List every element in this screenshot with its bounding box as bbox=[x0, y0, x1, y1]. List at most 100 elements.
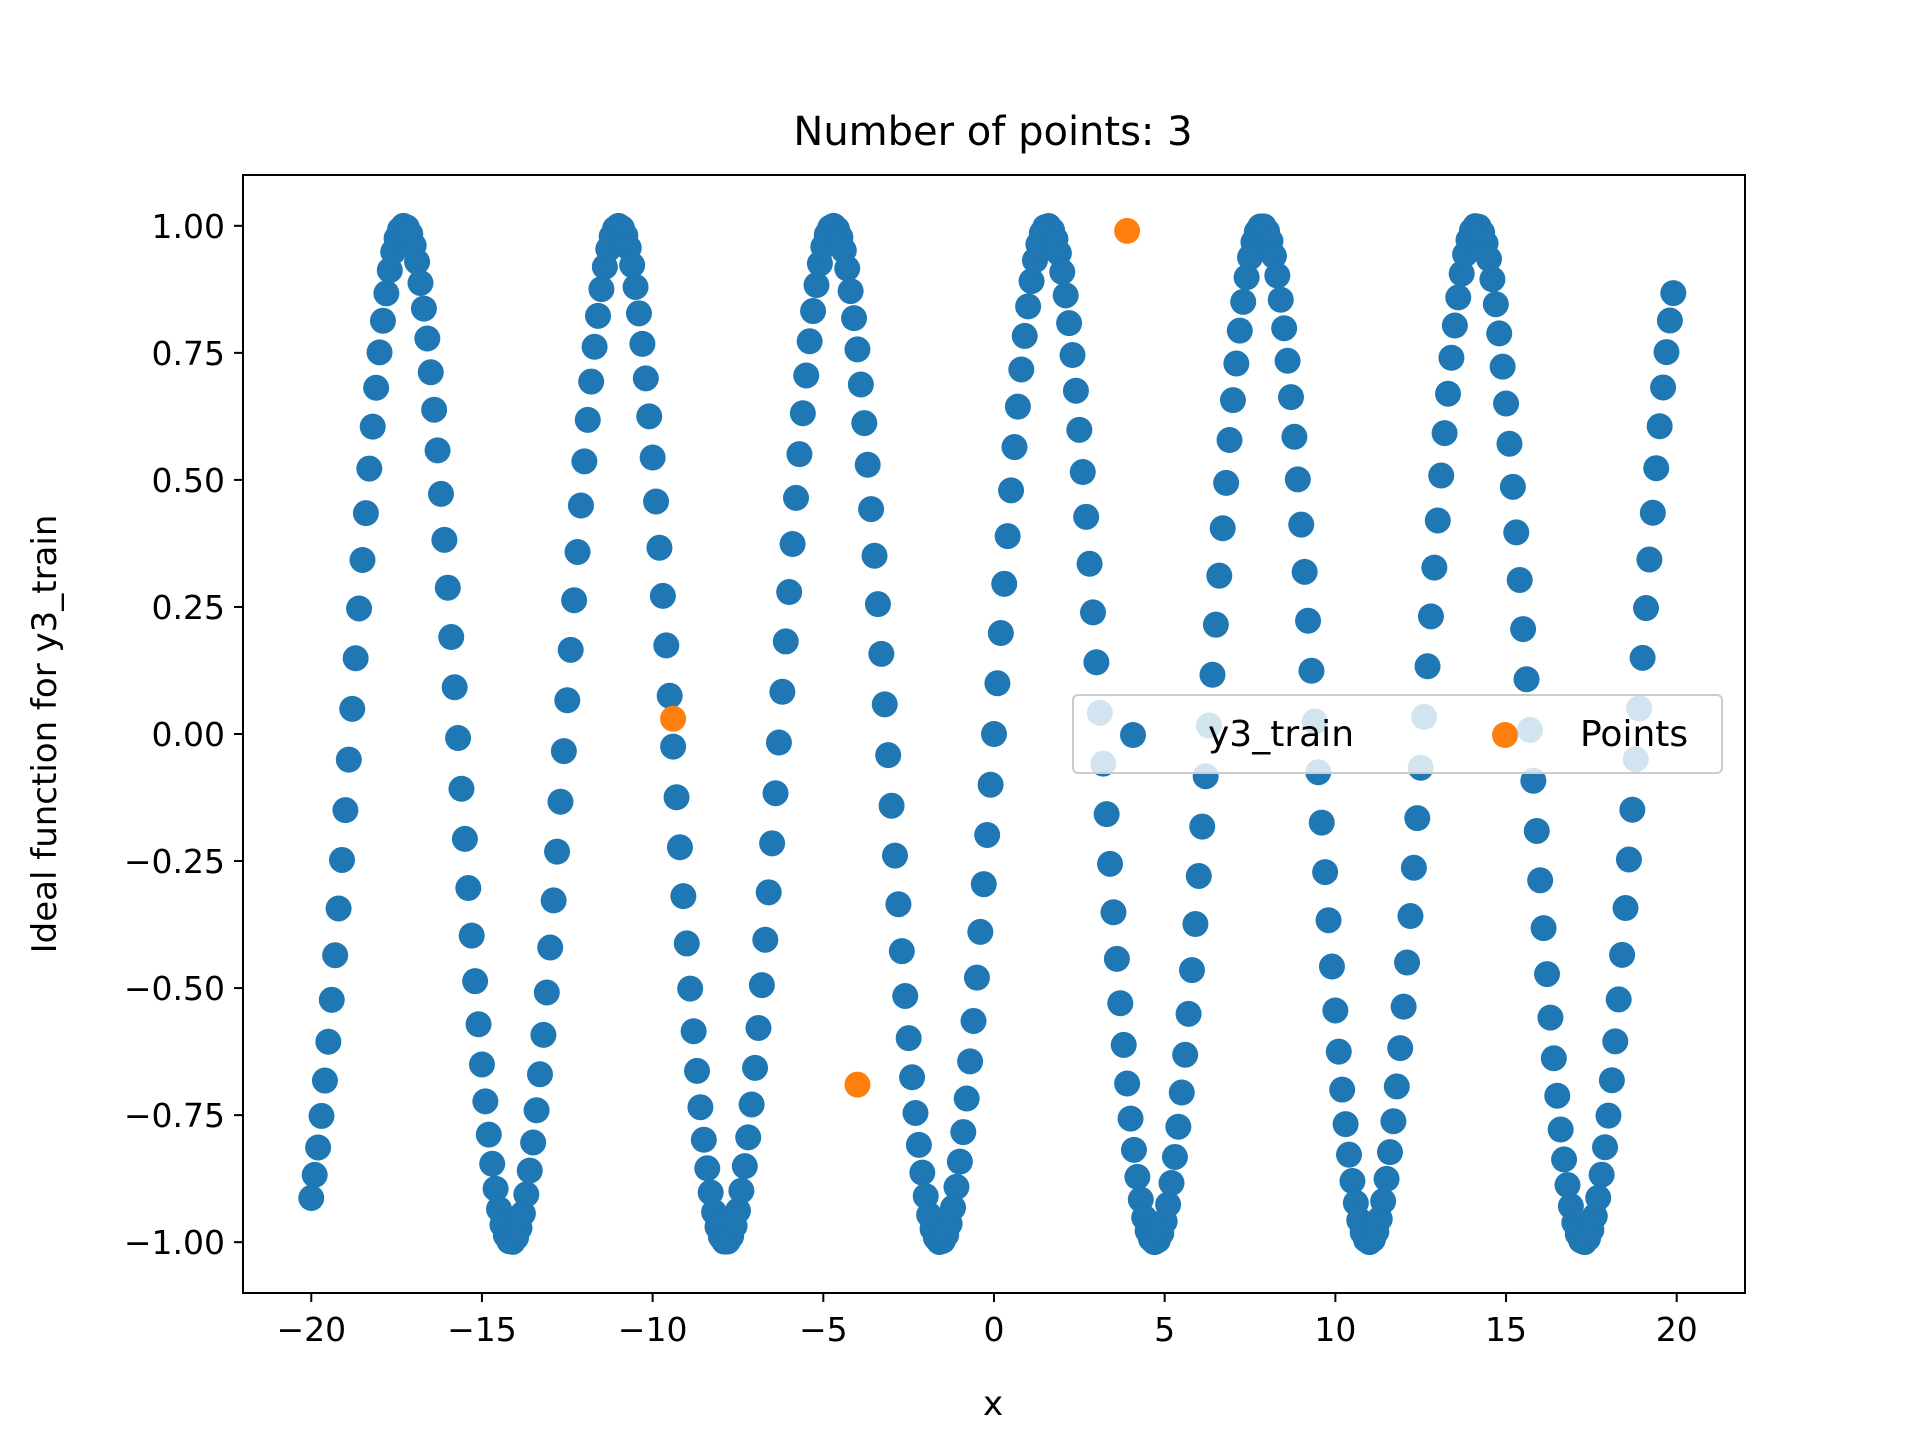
y3-train-point bbox=[1073, 503, 1100, 530]
y3-train-point bbox=[1008, 356, 1035, 383]
y3-train-point bbox=[728, 1177, 755, 1204]
y3-train-point bbox=[687, 1094, 714, 1121]
y3-train-point bbox=[1052, 282, 1079, 309]
y3-train-point bbox=[868, 640, 895, 667]
y3-train-point bbox=[1585, 1184, 1612, 1211]
y3-train-point bbox=[690, 1126, 717, 1153]
y3-train-point bbox=[417, 359, 444, 386]
y3-train-point bbox=[888, 938, 915, 965]
y3-train-point bbox=[1284, 466, 1311, 493]
y3-train-point bbox=[574, 406, 601, 433]
y3-train-point bbox=[366, 339, 393, 366]
y3-train-point bbox=[1260, 242, 1287, 269]
y3-train-point bbox=[1185, 862, 1212, 889]
y3-train-point bbox=[793, 362, 820, 389]
y3-train-point bbox=[632, 365, 659, 392]
y3-train-point bbox=[1448, 260, 1475, 287]
x-tick-label: −10 bbox=[618, 1310, 688, 1349]
y3-train-point bbox=[407, 269, 434, 296]
y3-train-point bbox=[803, 272, 830, 299]
y3-train-point bbox=[1312, 859, 1339, 886]
y3-train-point bbox=[789, 400, 816, 427]
y3-train-point bbox=[970, 871, 997, 898]
y3-train-point bbox=[670, 883, 697, 910]
y3-train-point bbox=[1001, 434, 1028, 461]
y3-train-point bbox=[445, 725, 472, 752]
y3-train-point bbox=[431, 526, 458, 553]
y3-train-point bbox=[530, 1021, 557, 1048]
y3-train-point bbox=[1383, 1073, 1410, 1100]
y3-train-point bbox=[1445, 284, 1472, 311]
y3-train-point bbox=[1598, 1067, 1625, 1094]
y3-train-point bbox=[1015, 293, 1042, 320]
legend-label-y3-train: y3_train bbox=[1208, 714, 1354, 755]
y3-train-point bbox=[759, 830, 786, 857]
y3-train-point bbox=[680, 1018, 707, 1045]
y3-train-point bbox=[462, 968, 489, 995]
y3-train-point bbox=[991, 570, 1018, 597]
y3-train-point bbox=[957, 1048, 984, 1075]
y3-train-point bbox=[1656, 307, 1683, 334]
y3-train-point bbox=[885, 891, 912, 918]
y3-train-point bbox=[369, 307, 396, 334]
y3-train-point bbox=[1424, 507, 1451, 534]
y3-train-point bbox=[697, 1179, 724, 1206]
y3-train-point bbox=[1168, 1079, 1195, 1106]
y3-train-point bbox=[847, 371, 874, 398]
y3-train-point bbox=[516, 1157, 543, 1184]
y3-train-point bbox=[475, 1121, 502, 1148]
y3-train-point bbox=[540, 887, 567, 914]
y3-train-point bbox=[571, 448, 598, 475]
y3-train-point bbox=[742, 1054, 769, 1081]
y3-train-point bbox=[448, 775, 475, 802]
y3-train-point bbox=[622, 273, 649, 300]
y3-train-point bbox=[745, 1014, 772, 1041]
y3-train-point bbox=[1172, 1041, 1199, 1068]
y3-train-point bbox=[861, 542, 888, 569]
y3-train-point bbox=[673, 930, 700, 957]
y-tick-label: 0.75 bbox=[152, 334, 225, 373]
y3-train-point bbox=[550, 738, 577, 765]
y3-train-point bbox=[1650, 374, 1677, 401]
y3-train-point bbox=[1103, 945, 1130, 972]
y3-train-point bbox=[895, 1025, 922, 1052]
y3-train-point bbox=[1233, 264, 1260, 291]
y3-train-point bbox=[1602, 1028, 1629, 1055]
y-tick-label: −1.00 bbox=[124, 1223, 225, 1262]
y3-train-point bbox=[656, 682, 683, 709]
y3-train-point bbox=[1510, 616, 1537, 643]
y3-train-point bbox=[1288, 511, 1315, 538]
y3-train-point bbox=[786, 441, 813, 468]
y-tick-label: 1.00 bbox=[152, 207, 225, 246]
y3-train-point bbox=[905, 1131, 932, 1158]
y3-train-point bbox=[526, 1061, 553, 1088]
highlight-point bbox=[660, 705, 687, 732]
y3-train-point bbox=[404, 248, 431, 275]
y3-train-point bbox=[311, 1067, 338, 1094]
y3-train-point bbox=[1339, 1168, 1366, 1195]
y3-train-point bbox=[1496, 430, 1523, 457]
y3-train-point bbox=[1636, 546, 1663, 573]
y3-train-point bbox=[1264, 262, 1291, 289]
y3-train-point bbox=[441, 674, 468, 701]
y3-train-point bbox=[1004, 393, 1031, 420]
y3-train-point bbox=[523, 1097, 550, 1124]
y3-train-point bbox=[1646, 413, 1673, 440]
y3-train-point bbox=[359, 413, 386, 440]
y3-train-point bbox=[301, 1161, 328, 1188]
x-axis-label: x bbox=[983, 1384, 1003, 1424]
y-tick-label: −0.25 bbox=[124, 842, 225, 881]
y3-train-point bbox=[1209, 515, 1236, 542]
y3-train-point bbox=[1475, 245, 1502, 272]
y3-train-point bbox=[567, 492, 594, 519]
y3-train-point bbox=[1291, 558, 1318, 585]
y3-train-point bbox=[1267, 286, 1294, 313]
y3-train-point bbox=[1479, 266, 1506, 293]
y3-train-point bbox=[1107, 990, 1134, 1017]
y3-train-point bbox=[1120, 1136, 1147, 1163]
y3-train-point bbox=[694, 1155, 721, 1182]
y3-train-point bbox=[1370, 1188, 1397, 1215]
y3-train-point bbox=[427, 480, 454, 507]
y3-train-point bbox=[1554, 1172, 1581, 1199]
